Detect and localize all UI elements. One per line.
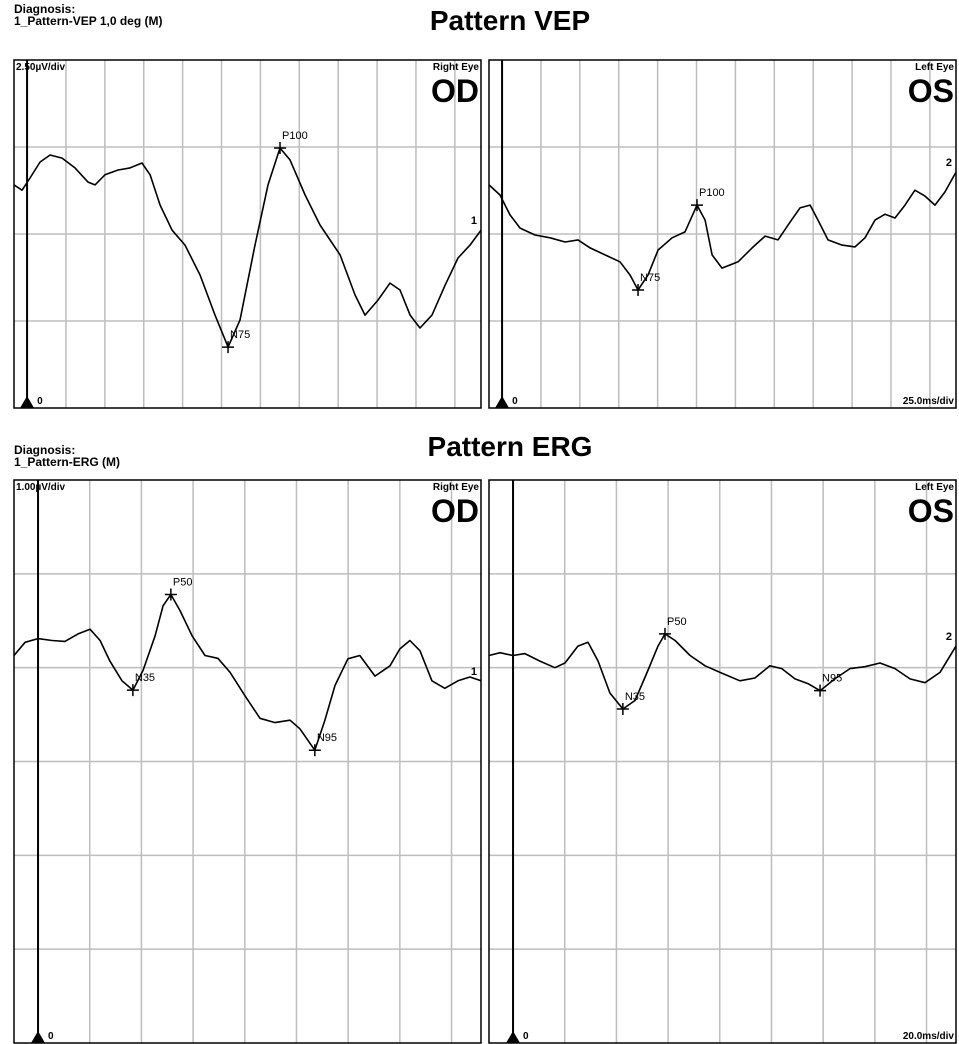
section-title: Pattern VEP [430, 5, 590, 36]
trace-label: 1 [471, 666, 477, 678]
eye-label: Left Eye [915, 482, 954, 493]
peak-marker [126, 684, 139, 697]
trace [13, 147, 482, 348]
zero-label: 0 [512, 396, 518, 407]
peak-label: N95 [317, 732, 337, 744]
zero-label: 0 [48, 1031, 54, 1042]
peak-label: N75 [640, 272, 660, 284]
zero-label: 0 [523, 1031, 529, 1042]
time-scale-label: 20.0ms/div [903, 1031, 955, 1042]
eye-label: Left Eye [915, 62, 954, 73]
peak-marker [616, 702, 629, 715]
zero-arrow [506, 1031, 521, 1043]
section-title: Pattern ERG [428, 431, 593, 462]
zero-arrow [20, 396, 35, 408]
zero-arrow [495, 396, 510, 408]
peak-label: N75 [230, 329, 250, 341]
trace [488, 633, 957, 710]
diagnosis: 1_Pattern-ERG (M) [14, 455, 120, 469]
zero-label: 0 [37, 396, 43, 407]
peak-marker [632, 284, 645, 297]
peak-label: N35 [625, 691, 645, 703]
panel-border [13, 59, 482, 409]
time-scale-label: 25.0ms/div [903, 396, 955, 407]
peak-marker [658, 627, 671, 640]
eye-code: OD [431, 73, 479, 109]
peak-marker [690, 199, 703, 212]
panel-border [488, 59, 957, 409]
trace-label: 1 [471, 215, 477, 227]
diagnosis-label: Diagnosis: [14, 443, 75, 457]
trace-label: 2 [946, 631, 952, 643]
peak-label: P100 [282, 130, 308, 142]
peak-marker [222, 341, 235, 354]
trace [13, 593, 482, 751]
peak-label: P50 [173, 576, 193, 588]
peak-label: N95 [822, 673, 842, 685]
diagnosis: 1_Pattern-VEP 1,0 deg (M) [14, 14, 163, 28]
peak-marker [308, 744, 321, 757]
trace-label: 2 [946, 157, 952, 169]
diagnosis-label: Diagnosis: [14, 2, 75, 16]
eye-code: OS [908, 73, 954, 109]
scale-label: 2.50µV/div [16, 62, 66, 73]
trace [488, 171, 957, 291]
zero-arrow [31, 1031, 46, 1043]
eye-label: Right Eye [433, 62, 480, 73]
peak-label: N35 [135, 672, 155, 684]
eye-code: OD [431, 493, 479, 529]
scale-label: 1.00µV/div [16, 482, 66, 493]
eye-code: OS [908, 493, 954, 529]
peak-marker [274, 142, 287, 155]
peak-marker [814, 684, 827, 697]
peak-label: P50 [667, 616, 687, 628]
peak-marker [164, 588, 177, 601]
eye-label: Right Eye [433, 482, 480, 493]
peak-label: P100 [699, 187, 725, 199]
panel-border [488, 479, 957, 1044]
panel-border [13, 479, 482, 1044]
